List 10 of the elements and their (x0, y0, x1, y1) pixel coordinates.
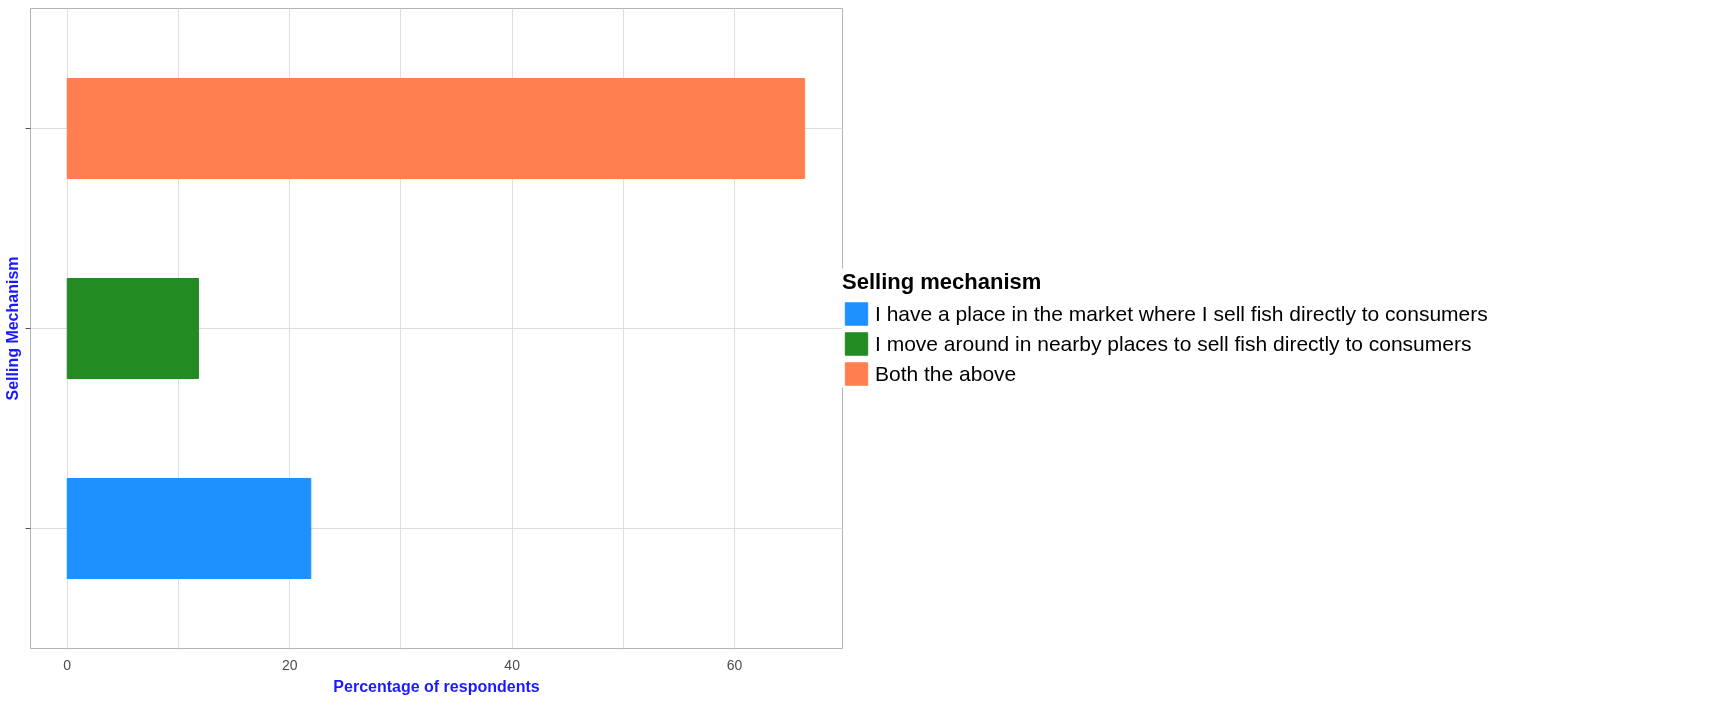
legend-label: I have a place in the market where I sell fish directly to consumers (875, 300, 1488, 327)
x-tick-label: 0 (63, 656, 72, 673)
y-axis-title: Selling Mechanism (3, 256, 21, 401)
x-tick-label: 60 (726, 656, 743, 673)
legend-title: Selling mechanism (842, 268, 1043, 295)
x-axis-title: Percentage of respondents (333, 677, 540, 695)
legend-label: I move around in nearby places to sell fish directly to consumers (875, 330, 1472, 357)
legend-label: Both the above (875, 360, 1017, 387)
x-tick-label: 40 (504, 656, 521, 673)
x-tick-label: 20 (281, 656, 298, 673)
